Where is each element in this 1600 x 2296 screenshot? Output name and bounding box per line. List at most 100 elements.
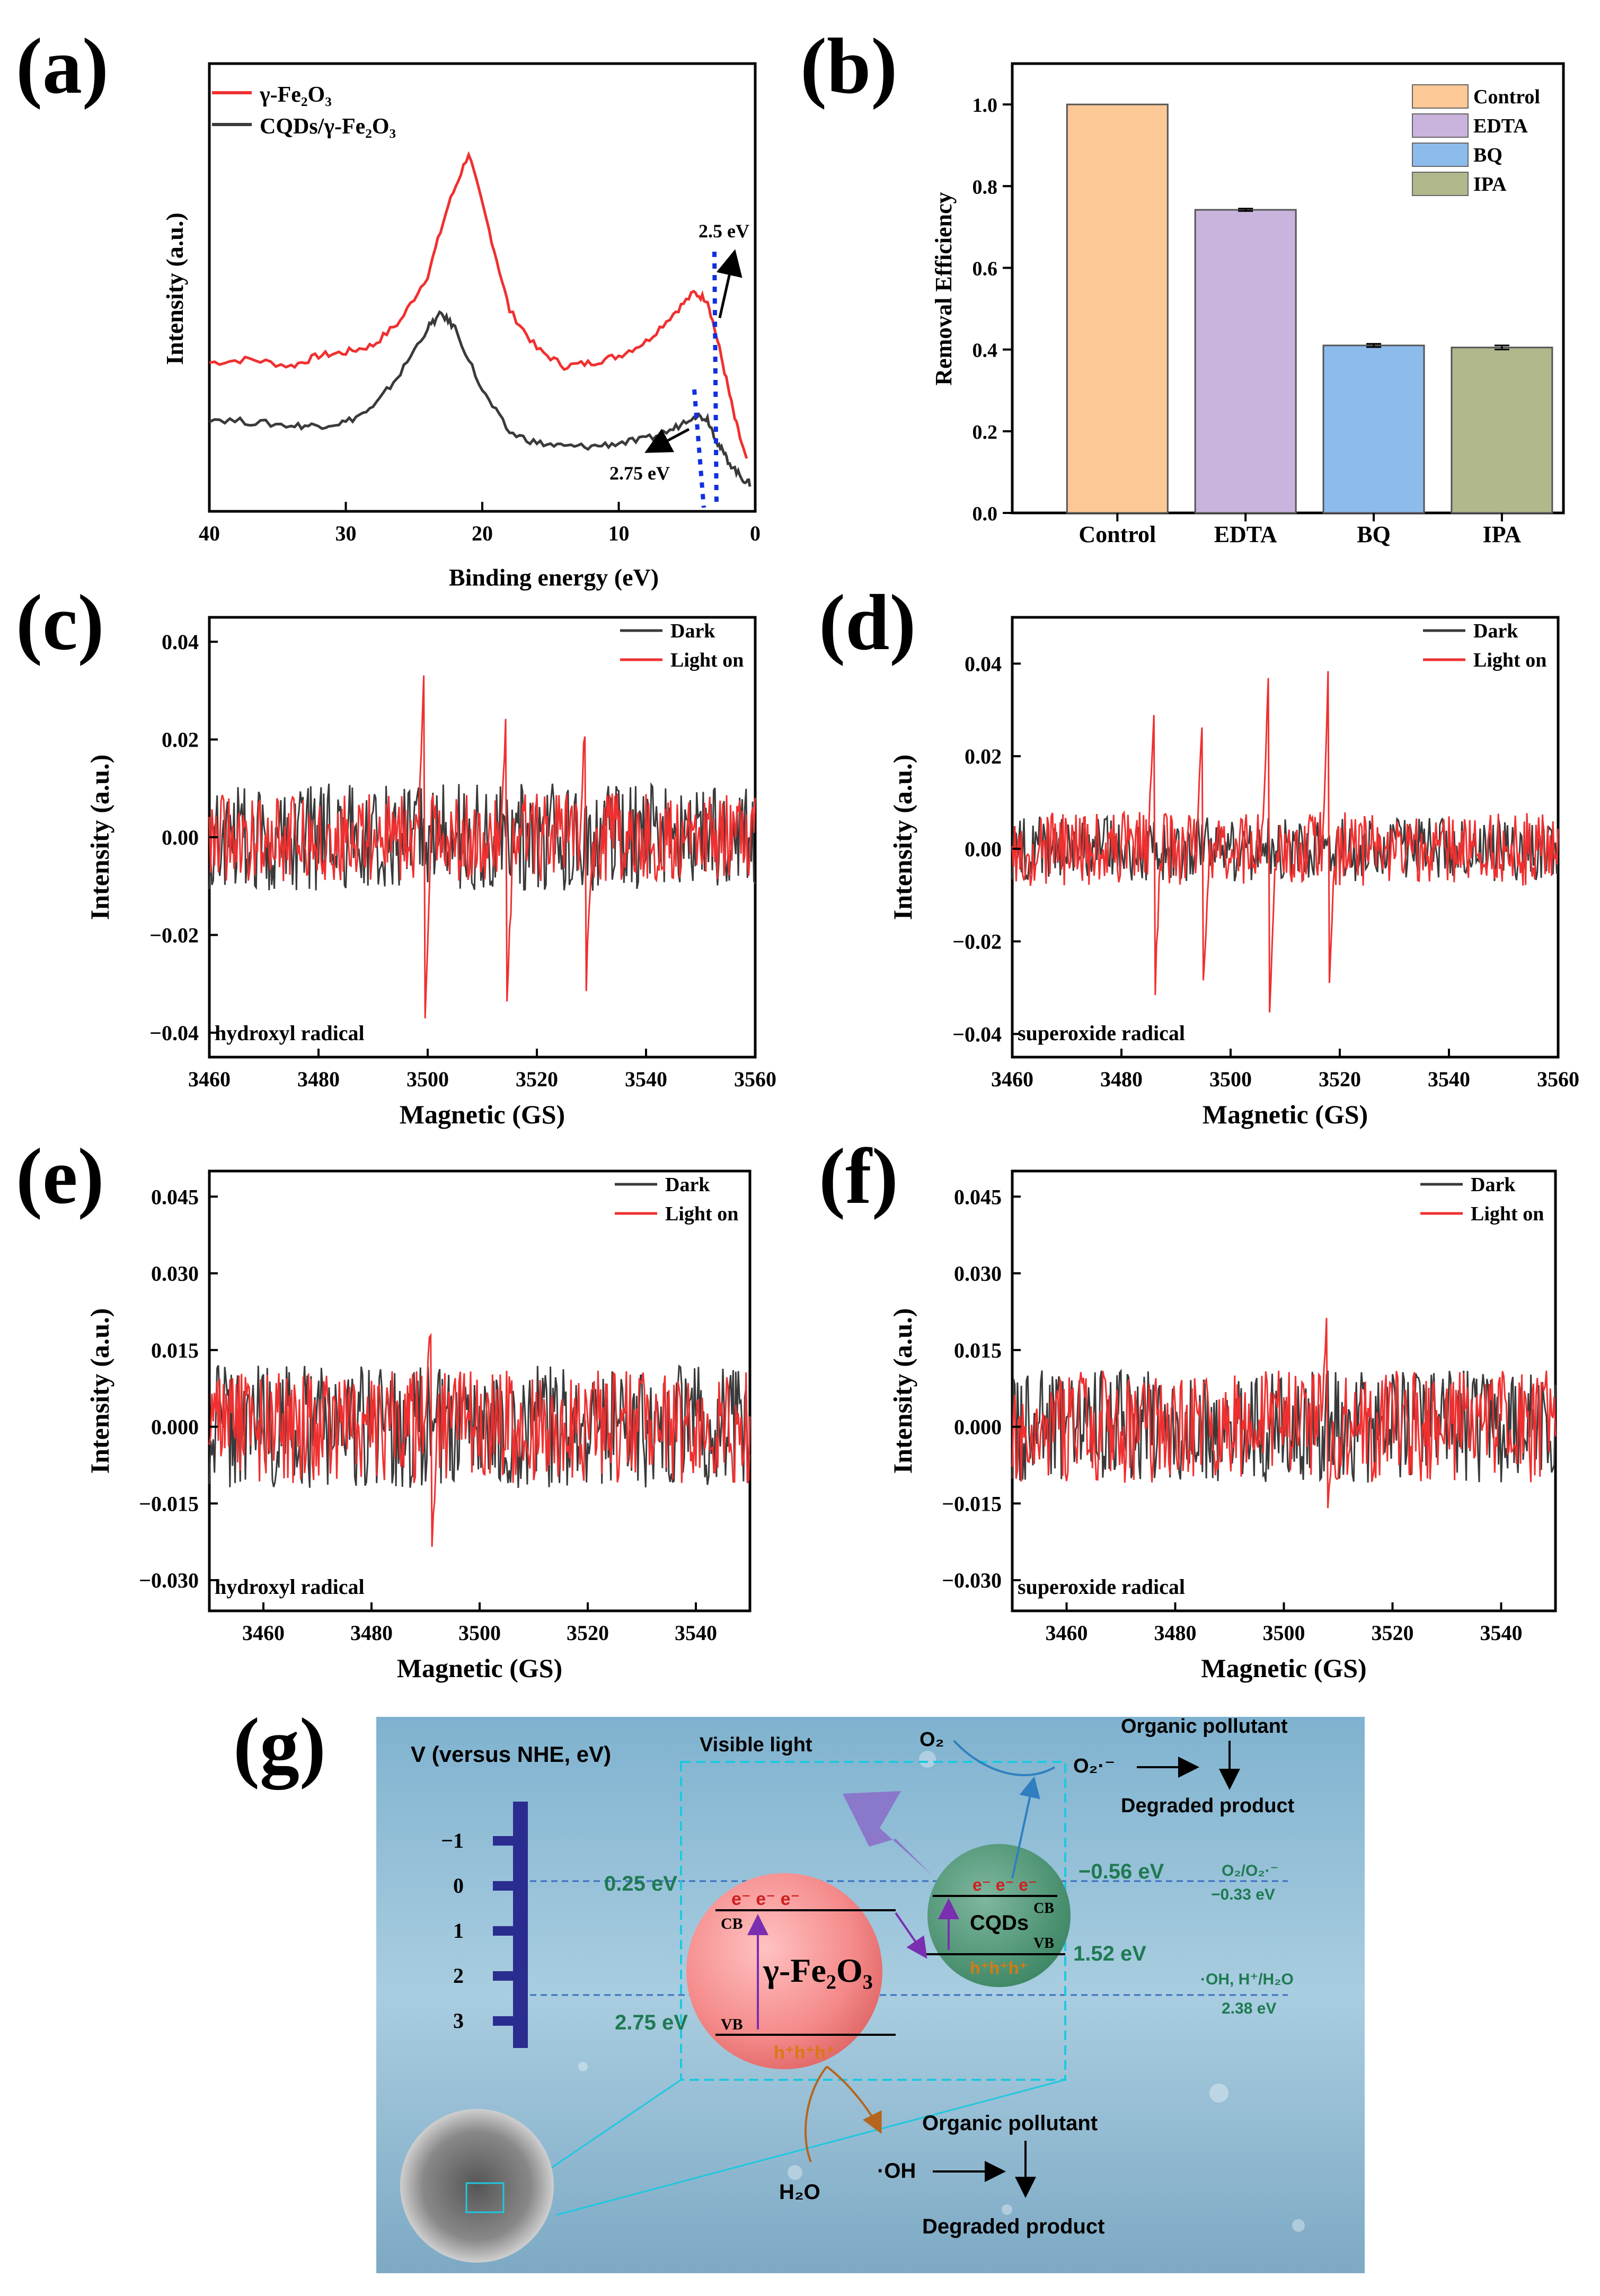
potential-tick-label: 3	[453, 2009, 464, 2033]
tem-zoom-box	[465, 2182, 505, 2213]
legend-label-control: Control	[1473, 86, 1540, 108]
x-tick-label: 3500	[406, 1067, 449, 1091]
potential-tick-label: −1	[441, 1829, 464, 1852]
y-tick-label: 0.045	[151, 1185, 199, 1209]
legend-label-edta: EDTA	[1473, 115, 1528, 137]
y-tick-label: 0.04	[162, 630, 199, 654]
o2-couple-value: −0.33 eV	[1211, 1886, 1275, 1903]
x-tick-label: 3500	[1263, 1621, 1305, 1645]
x-tick-label: 3460	[991, 1067, 1033, 1091]
fe2o3-cb-potential: 0.25 eV	[604, 1872, 677, 1895]
tangent-line-2.75	[692, 389, 706, 508]
x-tick-label: 3460	[188, 1067, 231, 1091]
x-axis-label: Magnetic (GS)	[400, 1100, 565, 1129]
radical-label: superoxide radical	[1018, 1021, 1185, 1045]
arrow-2.5	[716, 249, 742, 318]
y-tick-label: −0.04	[952, 1022, 1002, 1046]
potential-tick-label: 2	[453, 1964, 464, 1988]
legend-label-light: Light on	[670, 649, 744, 671]
series-line-light-on	[208, 1333, 751, 1547]
y-tick-label: −0.02	[149, 923, 199, 947]
electron-transfer-arrow	[895, 1912, 927, 1959]
y-tick-label: 0.00	[965, 837, 1002, 861]
x-axis-label: Magnetic (GS)	[397, 1653, 562, 1683]
radical-label: superoxide radical	[1018, 1575, 1185, 1599]
x-tick-label: 30	[335, 521, 357, 545]
radical-label: hydroxyl radical	[215, 1021, 365, 1045]
y-tick-label: 0.000	[151, 1415, 199, 1439]
y-tick-label: 0.6	[973, 258, 998, 280]
y-tick-label: 0.030	[151, 1262, 199, 1286]
x-tick-label: 3520	[1372, 1621, 1414, 1645]
y-tick-label: 0.030	[954, 1262, 1002, 1286]
y-tick-label: −0.015	[942, 1492, 1002, 1515]
panel-label-f: (f)	[819, 1132, 898, 1220]
tem-image	[400, 2109, 554, 2263]
y-tick-label: 0.015	[151, 1338, 199, 1362]
y-axis-label: Intensity (a.u.)	[85, 1308, 114, 1474]
y-tick-label: −0.04	[149, 1021, 199, 1045]
legend-label-dark: Dark	[665, 1174, 710, 1196]
panel-d: (d) 3460 3480 3500 3520 3540 3560 −0.04 −0.02 0.…	[819, 579, 1579, 1129]
bar-bq	[1322, 344, 1425, 514]
legend: Control EDTA BQ IPA	[1412, 84, 1540, 196]
panel-e: (e) 3460 3480 3500 3520 3540 −0.030 −0.015 0.00…	[16, 1132, 752, 1683]
y-tick-label: −0.015	[139, 1492, 199, 1515]
potential-axis-title: V (versus NHE, eV)	[411, 1742, 611, 1767]
visible-light-label: Visible light	[700, 1734, 812, 1756]
cqds-electrons: e⁻ e⁻ e⁻	[973, 1875, 1037, 1894]
x-tick-label: 3560	[1537, 1067, 1579, 1091]
series-line-cqds	[208, 310, 752, 487]
fe2o3-label: γ-Fe₂O₃	[763, 1952, 873, 1989]
legend-label-bq: BQ	[1473, 144, 1502, 166]
o2-couple-label: O₂/O₂·⁻	[1222, 1862, 1279, 1880]
series-line-dark	[1011, 1368, 1557, 1483]
y-axis-label: Intensity (a.u.)	[161, 212, 188, 365]
radical-label: hydroxyl radical	[215, 1575, 365, 1599]
y-tick-label: 0.0	[973, 503, 998, 525]
x-tick-label: 3480	[350, 1621, 393, 1645]
cqds-vb-potential: 1.52 eV	[1073, 1942, 1146, 1965]
y-axis-label: Removal Efficiency	[931, 192, 957, 385]
cqds-label: CQDs	[970, 1911, 1029, 1935]
x-tick-label: 3500	[1209, 1067, 1252, 1091]
panel-a: (a) γ-Fe₂O₃ CQDs/γ-Fe₂O₃ 2.5 eV 2.75 eV …	[16, 22, 761, 591]
y-tick-label: −0.02	[952, 930, 1002, 954]
x-tick-label: 3480	[1100, 1067, 1143, 1091]
product-bottom: Degraded product	[922, 2215, 1104, 2238]
x-tick-label-ipa: IPA	[1483, 521, 1522, 547]
legend-label-dark: Dark	[1471, 1174, 1516, 1196]
x-tick-label: 0	[750, 521, 761, 545]
x-axis-label: Magnetic (GS)	[1201, 1653, 1366, 1683]
legend-label-light: Light on	[1473, 649, 1546, 671]
oh-couple-value: 2.38 eV	[1222, 2000, 1276, 2017]
panel-label-b: (b)	[800, 22, 897, 110]
bar-edta	[1194, 209, 1297, 514]
zoom-link	[556, 2079, 1066, 2216]
legend-swatch-control	[1412, 84, 1469, 109]
panel-g: (g) V (versus NHE, eV) −1 0 1 2 3	[233, 1702, 1365, 2273]
pollutant-top: Organic pollutant	[1121, 1715, 1288, 1737]
pollutant-bottom: Organic pollutant	[922, 2112, 1098, 2135]
fe2o3-holes: h⁺h⁺h⁺	[774, 2043, 835, 2063]
x-tick-label: 3500	[458, 1621, 501, 1645]
series-line-light-on	[208, 675, 756, 1018]
legend-swatch-edta	[1412, 113, 1469, 138]
bubbles	[578, 1751, 1305, 2232]
fe2o3-particle	[686, 1873, 882, 2069]
panel-b: (b) Control EDTA BQ IPA 0.00.20.40.60.81.0 …	[800, 22, 1565, 547]
y-tick-label: 1.0	[973, 94, 998, 117]
y-tick-label: 0.015	[954, 1338, 1002, 1362]
series-line-light-on	[1011, 1318, 1557, 1509]
legend-label-gfe2o3: γ-Fe₂O₃	[259, 83, 332, 107]
arrow-2.75	[644, 428, 690, 453]
x-tick-label-control: Control	[1079, 521, 1156, 547]
x-tick-label: 3480	[297, 1067, 340, 1091]
y-tick-label: 0.02	[162, 728, 199, 752]
legend-label-light: Light on	[1471, 1203, 1544, 1225]
bar-control	[1066, 103, 1169, 514]
electron-to-o2-arrow	[1011, 1776, 1040, 1879]
x-tick-label: 3540	[675, 1621, 717, 1645]
fe2o3-vb-potential: 2.75 eV	[615, 2011, 688, 2034]
